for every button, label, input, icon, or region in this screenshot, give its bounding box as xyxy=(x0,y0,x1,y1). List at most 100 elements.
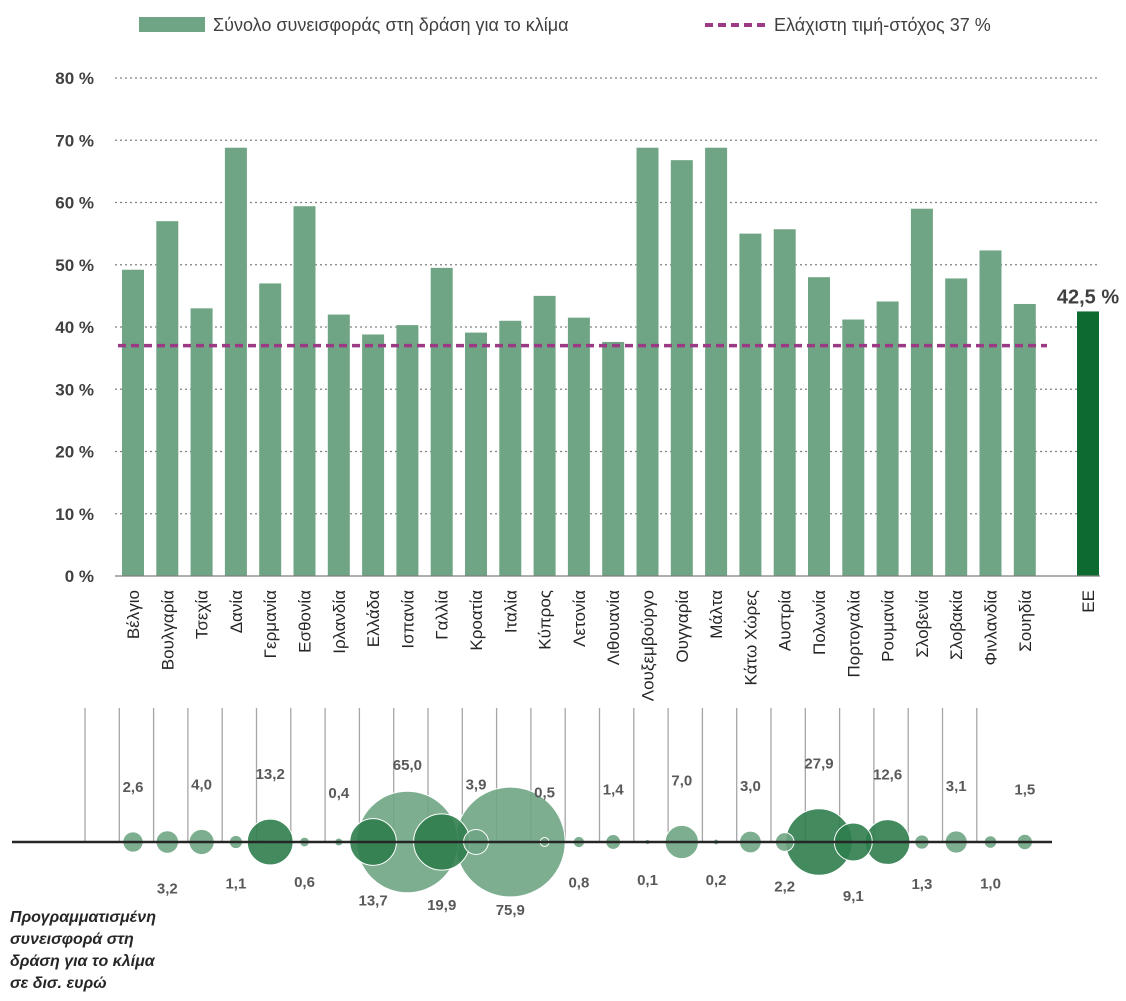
bubble-value-label: 3,0 xyxy=(740,778,761,795)
legend: Σύνολο συνεισφοράς στη δράση για το κλίμ… xyxy=(139,15,991,35)
category-label: Ρουμανία xyxy=(879,590,898,662)
y-tick-label: 30 % xyxy=(55,380,94,399)
bubble-value-label: 1,5 xyxy=(1014,781,1035,798)
category-label: Τσεχία xyxy=(193,590,212,639)
category-label: Πολωνία xyxy=(810,590,829,655)
bar xyxy=(567,317,590,576)
bar xyxy=(739,233,762,576)
bubble-value-label: 27,9 xyxy=(804,756,833,773)
category-label: Σουηδία xyxy=(1016,590,1035,652)
category-label: Αυστρία xyxy=(776,590,795,651)
bar xyxy=(945,278,968,576)
bubble-value-label: 0,1 xyxy=(637,872,658,889)
category-label: Μάλτα xyxy=(707,590,726,639)
bubble-value-label: 1,0 xyxy=(980,875,1001,892)
bubble-value-label: 0,6 xyxy=(294,874,315,891)
y-tick-label: 20 % xyxy=(55,443,94,462)
category-label: Ιταλία xyxy=(501,590,520,633)
bubble-value-label: 0,8 xyxy=(568,875,589,892)
category-label: Φινλανδία xyxy=(982,590,1001,666)
gridlines: 0 % 10 % 20 % 30 % 40 % 50 % 60 % 70 % 80 % xyxy=(55,69,1100,586)
eu-value-label: 42,5 % xyxy=(1057,286,1119,308)
category-label: Λετονία xyxy=(570,590,589,647)
category-label: Κάτω Χώρες xyxy=(741,590,760,685)
bar xyxy=(156,221,179,577)
bubble-value-label: 9,1 xyxy=(843,888,864,905)
bar xyxy=(259,283,282,576)
bar xyxy=(122,269,144,576)
bar xyxy=(465,332,487,576)
legend-target-label: Ελάχιστη τιμή-στόχος 37 % xyxy=(774,15,991,35)
category-label: Κύπρος xyxy=(536,590,555,650)
bar xyxy=(876,301,899,576)
y-tick-label: 40 % xyxy=(55,318,94,337)
category-label: Ουγγαρία xyxy=(673,590,692,663)
bubble-value-label: 3,1 xyxy=(946,778,967,795)
category-label: Πορτογαλία xyxy=(844,590,863,678)
bar xyxy=(533,295,556,576)
bar xyxy=(190,308,213,576)
leader-lines xyxy=(84,708,978,842)
bar xyxy=(842,319,865,576)
category-label: Λιθουανία xyxy=(604,590,623,665)
bubble-note: Προγραμματισμένη συνεισφορά στη δράση για … xyxy=(10,909,156,992)
bar xyxy=(293,206,316,577)
bar xyxy=(396,325,419,576)
eu-bar xyxy=(1077,311,1099,576)
bubble-value-label: 0,2 xyxy=(706,872,727,889)
bubble-value-label: 75,9 xyxy=(496,902,525,919)
category-label: Δανία xyxy=(227,590,246,633)
y-tick-label: 60 % xyxy=(55,194,94,213)
category-label: Σλοβενία xyxy=(913,590,932,658)
bubble-value-label: 3,2 xyxy=(157,880,178,897)
y-tick-label: 70 % xyxy=(55,131,94,150)
category-label: Σλοβακία xyxy=(947,590,966,660)
bubble-labels: 2,6 3,2 4,0 1,1 13,2 0,6 0,4 13,7 65,0 19,9 3,9 75,… xyxy=(123,756,1036,919)
bar xyxy=(327,314,350,576)
category-label: Κροατία xyxy=(467,590,486,651)
bubble-value-label: 0,5 xyxy=(534,785,555,802)
bubble-value-label: 1,1 xyxy=(225,876,246,893)
note-line: δράση για το κλίμα xyxy=(10,953,156,970)
bar xyxy=(430,267,453,576)
bubble-row: 2,6 3,2 4,0 1,1 13,2 0,6 0,4 13,7 65,0 19,9 3,9 75,… xyxy=(12,708,1052,919)
note-line: σε δισ. ευρώ xyxy=(10,975,107,992)
y-tick-label: 50 % xyxy=(55,256,94,275)
category-label: Ιρλανδία xyxy=(330,590,349,654)
bar xyxy=(705,147,728,576)
category-label: Γερμανία xyxy=(261,590,280,659)
y-tick-label: 10 % xyxy=(55,505,94,524)
y-tick-label: 80 % xyxy=(55,69,94,88)
category-label: Βέλγιο xyxy=(124,590,143,639)
category-label: Εσθονία xyxy=(296,590,315,653)
bubble-value-label: 2,2 xyxy=(774,878,795,895)
bar xyxy=(602,341,625,576)
bar xyxy=(224,147,247,576)
bubble-value-label: 2,6 xyxy=(123,779,144,796)
bubble-value-label: 1,3 xyxy=(911,876,932,893)
category-label-eu: ΕΕ xyxy=(1079,590,1098,613)
category-label: Ισπανία xyxy=(398,590,417,649)
category-label: Γαλλία xyxy=(433,590,452,640)
bar xyxy=(636,147,659,576)
note-line: συνεισφορά στη xyxy=(10,931,134,948)
legend-bar-swatch xyxy=(139,17,205,32)
bubble-value-label: 13,7 xyxy=(358,892,387,909)
legend-bar-label: Σύνολο συνεισφοράς στη δράση για το κλίμ… xyxy=(213,15,569,35)
category-label: Βουλγαρία xyxy=(158,590,177,670)
bubble-value-label: 1,4 xyxy=(603,782,625,799)
bar xyxy=(773,229,796,576)
category-labels: Βέλγιο Βουλγαρία Τσεχία Δανία Γερμανία Εσθονί… xyxy=(124,590,1098,701)
bar xyxy=(979,250,1002,576)
bubble-value-label: 3,9 xyxy=(466,777,487,794)
bar xyxy=(362,334,385,576)
bar xyxy=(808,277,830,576)
bubble-value-label: 19,9 xyxy=(427,897,456,914)
y-tick-label: 0 % xyxy=(65,567,94,586)
bubble-value-label: 0,4 xyxy=(328,785,350,802)
category-label: Ελλάδα xyxy=(364,590,383,647)
bubble-value-label: 7,0 xyxy=(671,772,692,789)
bubble-value-label: 65,0 xyxy=(393,757,422,774)
